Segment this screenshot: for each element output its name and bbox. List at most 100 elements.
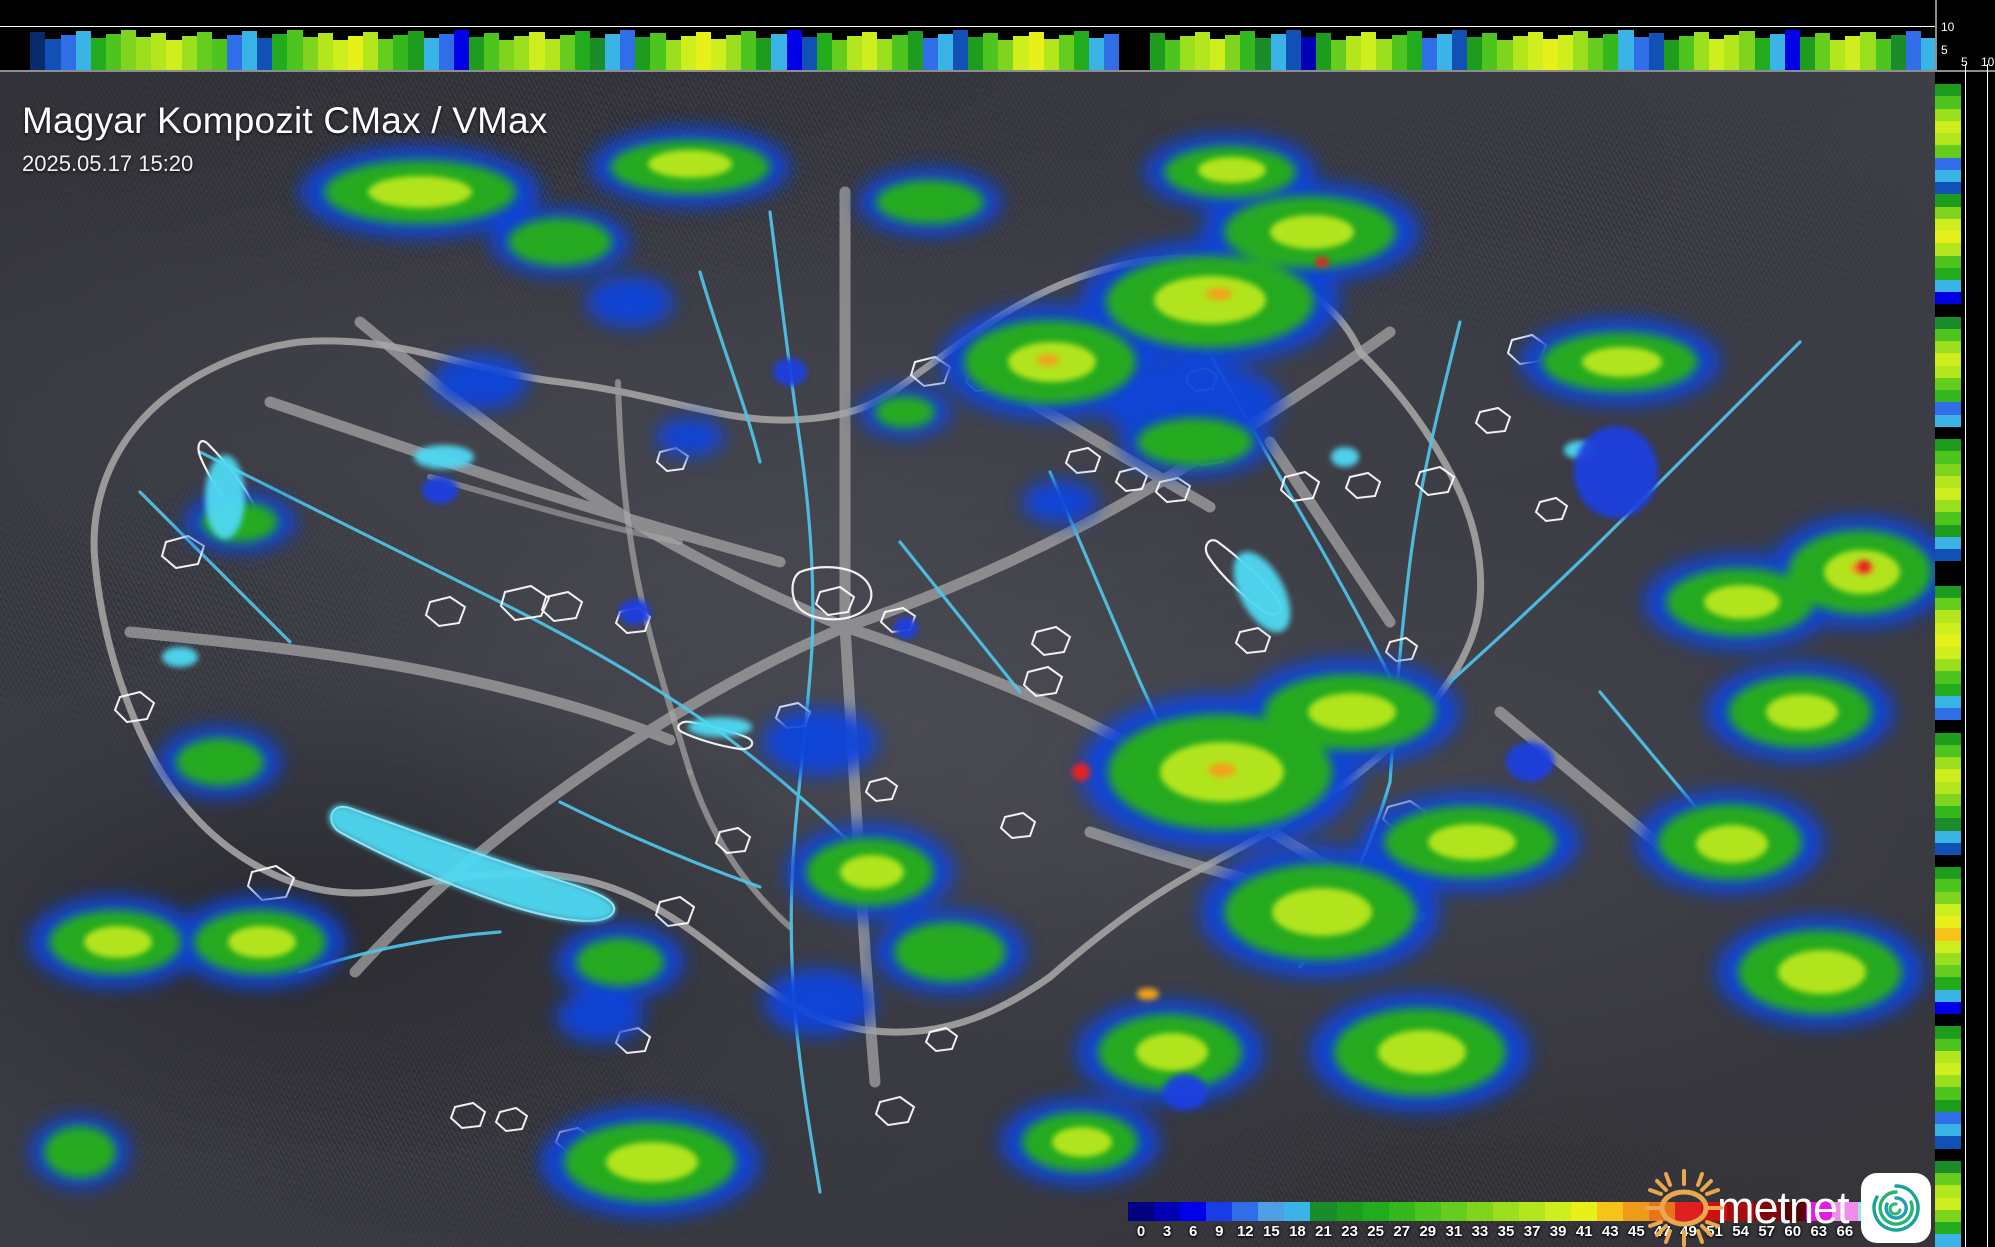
dbz-tick-37: 37 xyxy=(1523,1223,1541,1240)
vmax-top-column xyxy=(1089,38,1105,70)
vmax-top-column xyxy=(136,37,152,70)
vmax-right-row xyxy=(1935,940,1961,953)
vmax-right-row xyxy=(1935,708,1961,721)
vmax-top-column xyxy=(1406,31,1422,70)
vmax-top-column xyxy=(408,31,424,70)
vmax-right-row xyxy=(1935,732,1961,745)
vmax-right-row xyxy=(1935,169,1961,183)
vmax-top-column xyxy=(1073,31,1089,70)
vmax-right-row xyxy=(1935,769,1961,782)
vmax-right-row xyxy=(1935,218,1961,232)
vmax-right-row xyxy=(1935,1148,1961,1161)
vmax-right-row xyxy=(1935,1038,1961,1051)
vmax-top-column xyxy=(559,35,575,70)
vmax-right-row xyxy=(1935,952,1961,966)
vmax-top-column xyxy=(1270,34,1286,70)
vmax-right-gridline-5km xyxy=(1965,72,1966,1247)
vmax-right-row xyxy=(1935,1111,1961,1125)
vmax-top-column xyxy=(438,34,454,70)
vmax-right-row xyxy=(1935,965,1961,978)
vmax-top-column xyxy=(544,39,560,70)
dbz-swatch-31 xyxy=(1440,1202,1467,1221)
vmax-top-column xyxy=(393,35,409,70)
dbz-swatch-12 xyxy=(1232,1202,1259,1221)
vmax-top-column xyxy=(1557,35,1573,70)
vmax-top-column xyxy=(1240,31,1256,70)
vmax-right-row xyxy=(1935,1087,1961,1100)
vmax-top-column xyxy=(1225,35,1241,70)
dbz-tick-25: 25 xyxy=(1367,1223,1384,1240)
vmax-top-column xyxy=(1149,33,1165,70)
vmax-right-row xyxy=(1935,879,1961,892)
vmax-top-column xyxy=(1331,40,1347,70)
vmax-top-column xyxy=(211,39,227,70)
vmax-top-column xyxy=(1028,32,1044,70)
vmax-top-column xyxy=(710,39,726,70)
dbz-tick-9: 9 xyxy=(1215,1223,1224,1240)
vmax-top-column xyxy=(741,31,757,70)
vmax-top-column xyxy=(1013,36,1029,70)
vmax-top-column xyxy=(877,39,893,70)
vmax-right-row xyxy=(1935,793,1961,807)
dbz-swatch-41 xyxy=(1571,1202,1598,1221)
vmax-top-column xyxy=(1452,30,1468,70)
dbz-swatch-60 xyxy=(1779,1202,1806,1221)
vmax-right-row xyxy=(1935,145,1961,158)
vmax-right-row xyxy=(1935,561,1961,574)
vmax-right-row xyxy=(1935,292,1961,305)
axis-horizontal-tick-10: 10 xyxy=(1981,55,1995,69)
vmax-top-column xyxy=(272,34,288,70)
vmax-top-column xyxy=(1739,31,1755,70)
dbz-tick-29: 29 xyxy=(1419,1223,1437,1240)
vmax-top-column xyxy=(1315,33,1331,70)
dbz-tick-3: 3 xyxy=(1162,1223,1172,1240)
vmax-right-row xyxy=(1935,377,1961,391)
vmax-top-column xyxy=(1194,32,1210,70)
dbz-tick-35: 35 xyxy=(1497,1223,1515,1240)
vmax-top-column xyxy=(1361,32,1377,70)
vmax-top-column xyxy=(363,32,379,70)
vmax-top-column xyxy=(302,37,318,70)
vmax-top-column xyxy=(529,32,545,70)
axis-tickmark-10 xyxy=(1987,64,1988,72)
vmax-right-row xyxy=(1935,72,1961,85)
dbz-tick-31: 31 xyxy=(1445,1223,1463,1240)
vmax-top-column xyxy=(60,35,76,70)
dbz-swatch-9 xyxy=(1206,1202,1233,1221)
dbz-tick-60: 60 xyxy=(1784,1223,1802,1240)
vmax-right-gridline-10km xyxy=(1987,72,1988,1247)
vmax-right-row xyxy=(1935,855,1961,868)
vmax-top-column xyxy=(484,33,500,70)
vmax-right-row xyxy=(1935,1014,1961,1027)
vmax-top-column xyxy=(1573,31,1589,70)
radar-map[interactable]: Magyar Kompozit CMax / VMax 2025.05.17 1… xyxy=(0,72,1935,1247)
vmax-right-row xyxy=(1935,1099,1961,1112)
dbz-tick-15: 15 xyxy=(1263,1223,1280,1240)
vmax-right-row xyxy=(1935,695,1961,709)
vmax-right-row xyxy=(1935,524,1961,537)
dbz-swatch-43 xyxy=(1597,1202,1624,1221)
metnet-app-icon[interactable] xyxy=(1860,1173,1931,1243)
vmax-top-column xyxy=(620,30,636,70)
dbz-swatch-37 xyxy=(1518,1202,1545,1221)
vmax-right-row xyxy=(1935,573,1961,586)
vmax-top-column xyxy=(1875,39,1891,70)
panel-separator-vertical xyxy=(1935,0,1937,72)
vmax-top-column xyxy=(1104,34,1120,70)
dbz-tick-0: 0 xyxy=(1136,1223,1146,1240)
metnet-logo[interactable]: metnet xyxy=(1645,1167,1931,1247)
vmax-top-column xyxy=(1119,30,1135,70)
vmax-north-south-panel xyxy=(1935,72,1995,1247)
terrain-relief-shading xyxy=(0,72,1935,1247)
vmax-top-column xyxy=(1663,40,1679,70)
vmax-top-column xyxy=(1603,34,1619,70)
vmax-right-row xyxy=(1935,96,1961,109)
vmax-right-row xyxy=(1935,720,1961,733)
vmax-right-row xyxy=(1935,1124,1961,1137)
dbz-swatch-29 xyxy=(1414,1202,1441,1221)
vmax-top-column xyxy=(605,34,621,70)
vmax-right-row xyxy=(1935,1160,1961,1174)
vmax-right-row xyxy=(1935,1197,1961,1210)
vmax-right-row xyxy=(1935,1209,1961,1223)
vmax-top-column xyxy=(726,35,742,70)
